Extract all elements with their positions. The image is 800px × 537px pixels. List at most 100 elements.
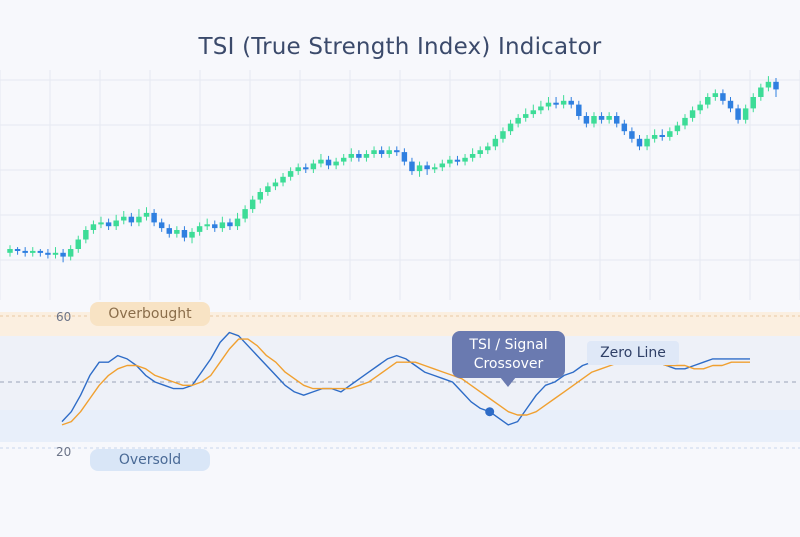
candle-body: [454, 159, 461, 162]
y-tick-label: 20: [56, 445, 72, 459]
candle-body: [553, 102, 559, 105]
candle-body: [257, 192, 264, 200]
candle-body: [705, 97, 711, 105]
candle-body: [560, 100, 567, 105]
oversold-zone: [0, 410, 800, 442]
candle-body: [515, 117, 521, 124]
candle-body: [545, 102, 552, 107]
candle-body: [166, 228, 172, 234]
zero-line-label: Zero Line: [587, 341, 679, 365]
candle-body: [674, 125, 681, 132]
candle-body: [568, 100, 574, 105]
candle-body: [204, 224, 210, 227]
candle-body: [644, 138, 650, 147]
candle-body: [287, 171, 294, 177]
candle-body: [265, 186, 271, 192]
candle-body: [356, 154, 362, 158]
candle-body: [500, 131, 506, 139]
candle-body: [181, 230, 188, 238]
candle-body: [621, 123, 628, 132]
candle-body: [750, 97, 756, 109]
y-tick-label: 60: [56, 310, 72, 324]
candle-body: [492, 138, 499, 147]
crossover-callout-pointer: [500, 377, 516, 387]
candle-body: [295, 167, 301, 172]
candle-body: [60, 252, 66, 257]
candle-body: [45, 252, 51, 255]
candle-body: [469, 154, 476, 158]
candle-body: [128, 216, 135, 223]
candle-body: [538, 106, 544, 111]
candle-body: [234, 218, 241, 227]
candle-body: [386, 150, 392, 154]
candle-body: [424, 165, 430, 170]
candle-body: [378, 150, 385, 154]
candle-body: [742, 108, 749, 120]
candle-body: [576, 104, 582, 116]
candle-body: [174, 230, 180, 234]
candle-body: [735, 108, 741, 120]
candle-body: [591, 116, 597, 124]
candle-body: [340, 157, 347, 162]
candle-body: [151, 212, 157, 223]
candle-body: [303, 167, 309, 170]
candle-body: [522, 114, 529, 118]
candle-body: [30, 250, 36, 253]
candle-body: [219, 222, 226, 229]
candle-body: [7, 249, 13, 253]
candle-body: [765, 81, 772, 88]
candle-body: [52, 252, 59, 255]
candle-body: [227, 222, 233, 227]
candle-body: [629, 131, 635, 139]
candlestick-series: [7, 76, 779, 263]
candle-body: [22, 250, 28, 253]
candle-body: [348, 154, 355, 158]
candle-body: [614, 116, 620, 124]
candle-body: [90, 224, 97, 230]
candle-body: [598, 116, 605, 120]
candle-body: [105, 222, 112, 227]
candle-body: [333, 161, 339, 166]
neutral-zone: [0, 336, 800, 410]
overbought-label: Overbought: [90, 302, 210, 326]
crossover-marker: [485, 407, 495, 417]
candle-body: [212, 224, 218, 229]
candle-body: [431, 167, 438, 170]
candle-body: [158, 222, 165, 229]
crossover-callout: TSI / Signal Crossover: [452, 331, 565, 378]
candle-body: [325, 159, 332, 166]
candle-body: [98, 222, 104, 225]
candle-body: [720, 93, 726, 101]
background-layer: [0, 312, 800, 442]
crossover-callout-line2: Crossover: [473, 356, 544, 372]
candle-body: [447, 159, 453, 164]
candle-body: [651, 135, 658, 139]
candle-body: [758, 87, 764, 97]
oversold-label: Oversold: [90, 449, 210, 471]
candle-body: [371, 150, 377, 154]
candle-body: [14, 249, 21, 251]
candle-body: [272, 182, 279, 187]
candle-body: [37, 250, 44, 253]
candle-body: [606, 116, 612, 120]
candle-body: [697, 104, 703, 111]
candle-body: [196, 226, 203, 232]
candle-body: [75, 239, 81, 249]
candle-body: [249, 199, 256, 210]
candle-body: [667, 131, 673, 137]
candle-body: [462, 157, 468, 162]
candle-body: [242, 209, 248, 219]
candle-body: [318, 159, 324, 164]
candle-body: [394, 150, 400, 153]
candle-body: [507, 123, 514, 132]
candle-body: [727, 100, 734, 109]
candle-body: [773, 81, 779, 90]
candle-body: [636, 138, 643, 147]
candle-body: [409, 161, 415, 172]
candle-body: [712, 93, 719, 97]
candle-body: [363, 154, 370, 158]
candle-body: [689, 110, 696, 118]
candle-body: [682, 117, 688, 126]
candle-body: [530, 110, 537, 115]
